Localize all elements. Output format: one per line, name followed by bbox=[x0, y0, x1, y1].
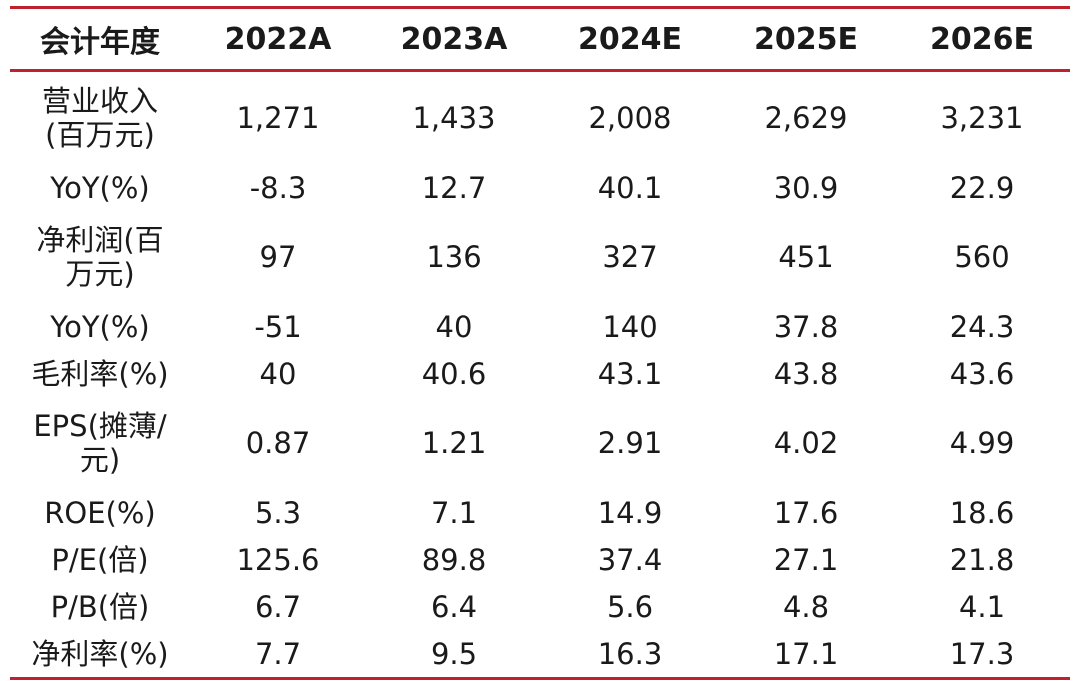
row-label-line: 万元) bbox=[65, 257, 135, 291]
row-label: 毛利率(%) bbox=[31, 356, 169, 391]
row-label: YoY(%) bbox=[50, 309, 150, 344]
table-cell: 136 bbox=[426, 240, 482, 274]
table-cell: 7.7 bbox=[190, 630, 366, 680]
table-cell: 560 bbox=[954, 240, 1010, 274]
header-2022a: 2022A bbox=[190, 6, 366, 72]
table-cell: 6.4 bbox=[430, 589, 478, 624]
row-label: P/B(倍) bbox=[50, 589, 150, 624]
header-fiscal-year: 会计年度 bbox=[10, 6, 190, 72]
table-row: EPS(摊薄/元) 0.87 1.21 2.91 4.02 4.99 bbox=[10, 397, 1070, 489]
table-cell: 4.02 bbox=[773, 426, 839, 460]
table-cell: 40 bbox=[259, 356, 297, 391]
table-cell: 7.1 bbox=[430, 495, 478, 530]
row-label-line: 营业收入 bbox=[41, 84, 158, 118]
header-2026e: 2026E bbox=[894, 6, 1070, 72]
row-label: P/E(倍) bbox=[51, 542, 149, 577]
row-label: ROE(%) bbox=[44, 495, 156, 530]
table-cell: 3,231 bbox=[940, 101, 1024, 135]
table-row: YoY(%) -8.3 12.7 40.1 30.9 22.9 bbox=[10, 164, 1070, 211]
table-cell: 89.8 bbox=[421, 542, 487, 577]
table-cell: 0.87 bbox=[245, 426, 311, 460]
table-cell: 40.6 bbox=[421, 356, 487, 391]
table-cell: 14.9 bbox=[597, 495, 663, 530]
table-cell: 5.6 bbox=[606, 589, 654, 624]
table-cell: -8.3 bbox=[249, 170, 307, 205]
table-cell: 22.9 bbox=[949, 170, 1015, 205]
table-cell: 5.3 bbox=[254, 495, 302, 530]
table-row: 营业收入 (百万元) 1,271 1,433 2,008 2,629 3,231 bbox=[10, 71, 1070, 165]
row-label: 净利润(百 万元) bbox=[10, 211, 190, 303]
table-cell: 30.9 bbox=[773, 170, 839, 205]
table-cell: 4.1 bbox=[958, 589, 1006, 624]
row-label: 净利率(%) bbox=[10, 630, 190, 680]
table-cell: 27.1 bbox=[773, 542, 839, 577]
table-cell: 16.3 bbox=[542, 630, 718, 680]
table-row: 净利率(%) 7.7 9.5 16.3 17.1 17.3 bbox=[10, 630, 1070, 680]
table-cell: 1.21 bbox=[421, 426, 487, 460]
table-cell: 97 bbox=[259, 240, 297, 274]
table-cell: 43.8 bbox=[773, 356, 839, 391]
table-cell: 17.6 bbox=[773, 495, 839, 530]
row-label: 营业收入 (百万元) bbox=[10, 71, 190, 165]
row-label-line: (百万元) bbox=[45, 118, 155, 152]
table-cell: 1,433 bbox=[412, 101, 496, 135]
table-cell: -51 bbox=[254, 309, 302, 344]
table-row: P/E(倍) 125.6 89.8 37.4 27.1 21.8 bbox=[10, 536, 1070, 583]
table-cell: 40 bbox=[435, 309, 473, 344]
row-label: EPS(摊薄/元) bbox=[10, 397, 190, 489]
table-cell: 327 bbox=[602, 240, 658, 274]
table-cell: 2,008 bbox=[588, 101, 672, 135]
header-2025e: 2025E bbox=[718, 6, 894, 72]
table-cell: 4.8 bbox=[782, 589, 830, 624]
table-row: P/B(倍) 6.7 6.4 5.6 4.8 4.1 bbox=[10, 583, 1070, 630]
table-cell: 37.8 bbox=[773, 309, 839, 344]
table-cell: 451 bbox=[778, 240, 834, 274]
table-cell: 24.3 bbox=[949, 309, 1015, 344]
financial-forecast-table: 会计年度 2022A 2023A 2024E 2025E 2026E 营业收入(… bbox=[10, 6, 1070, 680]
row-label-line: 元) bbox=[79, 443, 121, 477]
table-cell: 6.7 bbox=[254, 589, 302, 624]
table-cell: 9.5 bbox=[366, 630, 542, 680]
table-cell: 43.1 bbox=[597, 356, 663, 391]
table-cell: 43.6 bbox=[949, 356, 1015, 391]
row-label-line: EPS(摊薄/ bbox=[33, 409, 167, 443]
table-cell: 12.7 bbox=[421, 170, 487, 205]
table-cell: 2.91 bbox=[597, 426, 663, 460]
table-cell: 40.1 bbox=[597, 170, 663, 205]
table-cell: 140 bbox=[602, 309, 658, 344]
table-cell: 18.6 bbox=[949, 495, 1015, 530]
table-header-row: 会计年度 2022A 2023A 2024E 2025E 2026E bbox=[10, 6, 1070, 72]
header-2023a: 2023A bbox=[366, 6, 542, 72]
financial-forecast-table-container: 会计年度 2022A 2023A 2024E 2025E 2026E 营业收入(… bbox=[10, 6, 1070, 680]
table-cell: 17.3 bbox=[894, 630, 1070, 680]
header-2024e: 2024E bbox=[542, 6, 718, 72]
row-label: YoY(%) bbox=[50, 170, 150, 205]
row-label-line: 净利润(百 bbox=[36, 223, 164, 257]
table-cell: 17.1 bbox=[718, 630, 894, 680]
table-cell: 21.8 bbox=[949, 542, 1015, 577]
table-cell: 4.99 bbox=[949, 426, 1015, 460]
table-cell: 2,629 bbox=[764, 101, 848, 135]
table-row: 毛利率(%) 40 40.6 43.1 43.8 43.6 bbox=[10, 350, 1070, 397]
table-row: YoY(%) -51 40 140 37.8 24.3 bbox=[10, 303, 1070, 350]
table-cell: 37.4 bbox=[597, 542, 663, 577]
table-cell: 1,271 bbox=[236, 101, 320, 135]
table-row: ROE(%) 5.3 7.1 14.9 17.6 18.6 bbox=[10, 489, 1070, 536]
table-cell: 125.6 bbox=[236, 542, 320, 577]
table-row: 净利润(百 万元) 97 136 327 451 560 bbox=[10, 211, 1070, 303]
